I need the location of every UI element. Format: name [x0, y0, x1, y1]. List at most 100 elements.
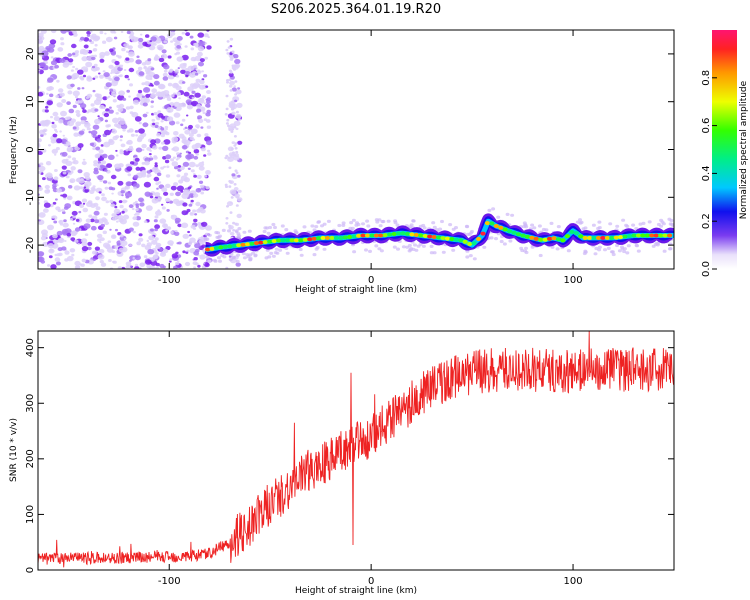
noise-speckle — [237, 174, 241, 178]
noise-speckle — [177, 223, 182, 228]
ridge-core — [333, 235, 339, 240]
noise-speckle — [55, 206, 61, 211]
noise-speckle — [193, 42, 198, 47]
noise-speckle — [58, 88, 64, 93]
x-tick-label: -100 — [158, 275, 181, 286]
noise-speckle — [169, 102, 175, 107]
noise-speckle — [57, 237, 65, 244]
noise-speckle — [196, 108, 202, 113]
noise-speckle — [189, 83, 195, 87]
colorbar-tick-label: 0.0 — [701, 261, 712, 277]
noise-speckle — [166, 209, 170, 212]
noise-speckle — [157, 83, 165, 90]
noise-speckle — [150, 105, 154, 108]
noise-speckle — [181, 118, 186, 122]
ridge-core — [218, 245, 224, 250]
noise-speckle — [45, 161, 52, 166]
noise-speckle — [68, 108, 75, 114]
noise-speckle — [119, 74, 123, 78]
noise-speckle — [43, 208, 49, 213]
noise-speckle — [116, 243, 121, 246]
ridge-halo — [549, 221, 554, 225]
noise-speckle — [229, 89, 233, 92]
noise-speckle — [86, 127, 91, 131]
noise-speckle — [154, 55, 160, 61]
noise-speckle — [151, 166, 159, 173]
noise-speckle — [161, 53, 168, 59]
noise-speckle — [170, 231, 174, 234]
ridge-core — [422, 234, 428, 238]
noise-speckle — [100, 262, 107, 267]
noise-speckle — [233, 135, 237, 138]
noise-speckle — [128, 227, 134, 232]
ridge-core — [560, 238, 566, 243]
noise-speckle — [38, 219, 41, 222]
noise-speckle — [110, 51, 116, 56]
ridge-core — [249, 241, 255, 246]
ridge-core — [258, 240, 264, 245]
noise-speckle — [166, 165, 170, 169]
noise-speckle — [110, 234, 117, 239]
noise-speckle — [63, 219, 67, 223]
ridge-halo — [395, 223, 400, 227]
ridge-halo — [621, 218, 626, 222]
noise-speckle — [171, 253, 179, 259]
noise-speckle — [128, 204, 134, 209]
noise-speckle — [168, 260, 172, 263]
noise-speckle — [235, 150, 239, 154]
noise-speckle — [203, 102, 207, 105]
noise-speckle — [97, 174, 104, 181]
ridge-core — [449, 237, 455, 242]
ridge-core — [427, 234, 433, 239]
noise-speckle — [126, 30, 131, 35]
ridge-halo — [615, 224, 620, 228]
ridge-core — [364, 233, 371, 238]
noise-speckle — [38, 142, 41, 147]
ridge-core — [484, 221, 490, 226]
noise-speckle — [181, 31, 185, 35]
noise-speckle — [224, 156, 228, 160]
noise-speckle — [77, 143, 84, 148]
ridge-halo — [368, 249, 372, 253]
ridge-core — [582, 235, 588, 240]
ridge-halo — [631, 223, 636, 227]
noise-speckle — [94, 75, 99, 79]
noise-speckle — [49, 93, 54, 98]
noise-speckle — [38, 69, 41, 72]
noise-speckle — [91, 65, 96, 69]
noise-speckle — [86, 201, 93, 207]
noise-speckle — [200, 191, 205, 195]
noise-speckle — [230, 253, 234, 256]
noise-speckle — [156, 187, 159, 190]
noise-speckle — [75, 109, 81, 114]
ridge-halo — [302, 225, 307, 229]
noise-speckle — [187, 153, 195, 160]
noise-speckle — [169, 192, 174, 196]
noise-speckle — [109, 88, 114, 92]
ridge-core — [222, 244, 228, 249]
noise-speckle — [206, 140, 213, 146]
noise-speckle — [188, 161, 196, 168]
noise-speckle — [134, 157, 140, 162]
noise-speckle — [135, 216, 141, 221]
noise-speckle — [109, 48, 114, 53]
noise-speckle — [203, 74, 208, 78]
noise-speckle — [197, 264, 201, 268]
noise-speckle — [92, 258, 96, 262]
ridge-halo — [242, 230, 247, 234]
ridge-halo — [608, 222, 613, 226]
noise-speckle — [194, 262, 199, 266]
noise-speckle — [225, 48, 229, 52]
ridge-core — [289, 238, 295, 243]
ridge-core — [444, 236, 451, 241]
noise-speckle — [225, 217, 229, 220]
noise-speckle — [56, 184, 59, 187]
ridge-core — [502, 227, 508, 232]
ridge-halo — [617, 249, 622, 253]
noise-speckle — [58, 252, 63, 257]
ridge-halo — [221, 228, 226, 232]
noise-speckle — [117, 180, 124, 186]
ridge-halo — [262, 229, 267, 234]
noise-speckle — [203, 118, 208, 121]
noise-speckle — [53, 116, 61, 122]
